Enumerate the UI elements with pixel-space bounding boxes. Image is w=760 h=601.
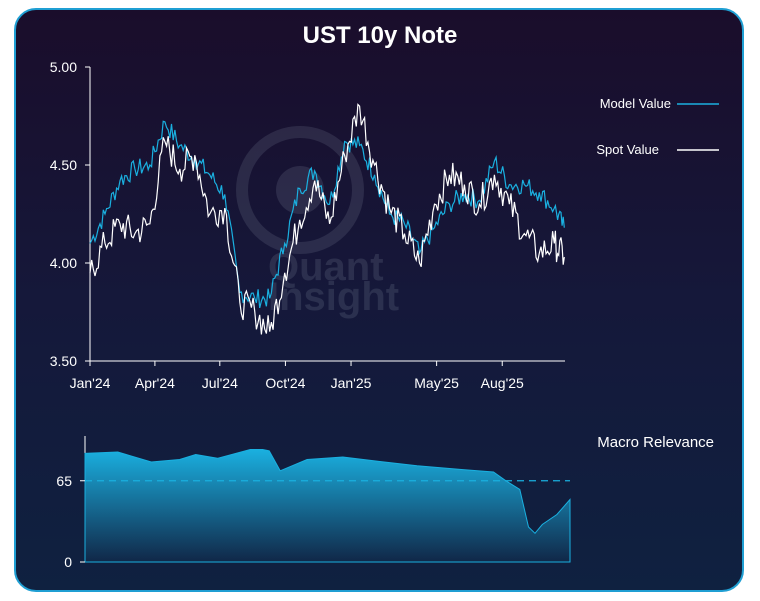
bottom-y-tick-label: 0 [64, 554, 72, 570]
watermark-text-1: Quant [268, 245, 384, 289]
watermark-text-2: Insight [268, 275, 399, 319]
top-x-tick-label: Jan'24 [70, 375, 111, 391]
model-value-line [89, 120, 565, 309]
top-x-tick-label: Apr'24 [135, 375, 175, 391]
legend-model-value: Model Value [600, 96, 671, 111]
top-y-tick-label: 5.00 [50, 59, 77, 75]
top-x-tick-label: Jul'24 [202, 375, 238, 391]
legend-spot-value: Spot Value [596, 142, 659, 157]
chart-title: UST 10y Note [302, 22, 458, 49]
top-x-tick-label: May'25 [414, 375, 459, 391]
top-y-tick-label: 4.50 [50, 157, 77, 173]
top-x-tick-label: Aug'25 [481, 375, 524, 391]
spot-value-line [89, 103, 565, 335]
top-x-tick-label: Oct'24 [265, 375, 305, 391]
bottom-y-tick-label: 65 [56, 473, 72, 489]
top-y-tick-label: 3.50 [50, 353, 77, 369]
top-y-tick-label: 4.00 [50, 255, 77, 271]
macro-relevance-label: Macro Relevance [597, 434, 714, 451]
top-x-tick-label: Jan'25 [331, 375, 372, 391]
macro-relevance-area [84, 449, 571, 563]
